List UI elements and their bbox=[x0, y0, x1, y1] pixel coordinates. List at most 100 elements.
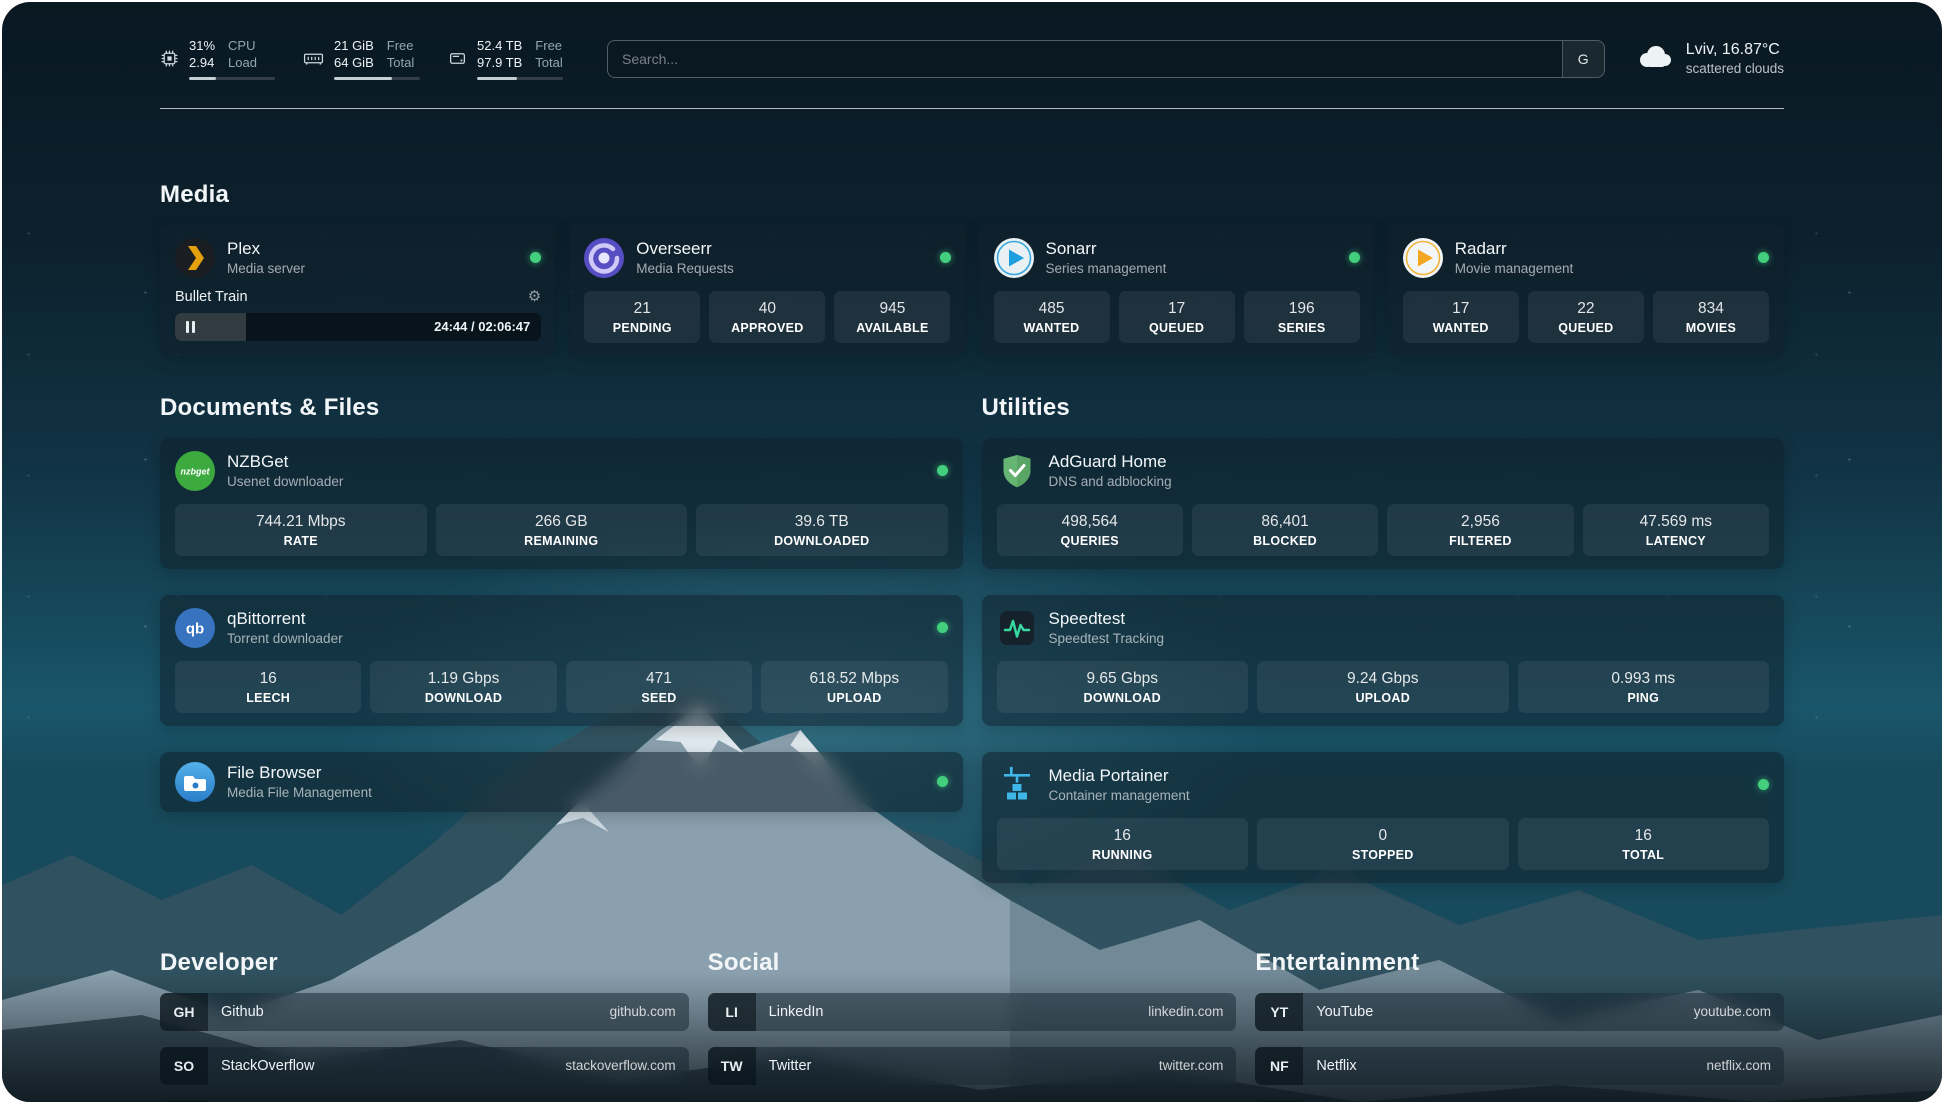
disk-total-value: 97.9 TB bbox=[477, 54, 523, 70]
cpu-icon bbox=[160, 49, 179, 68]
stat-leech: 16 LEECH bbox=[175, 660, 362, 713]
search-input[interactable] bbox=[608, 40, 1562, 77]
stat-label: RUNNING bbox=[1092, 847, 1153, 862]
memory-widget: 21 GiB Free 64 GiB Total bbox=[303, 38, 420, 80]
disk-progressbar bbox=[477, 76, 563, 80]
service-name: Speedtest bbox=[1048, 609, 1126, 629]
section-title-documents: Documents & Files bbox=[160, 393, 380, 421]
service-card-nzbget[interactable]: nzbget NZBGet Usenet downloader 744.21 M… bbox=[160, 437, 963, 569]
stat-label: PENDING bbox=[612, 320, 672, 335]
status-dot bbox=[1348, 252, 1360, 264]
stat-label: APPROVED bbox=[731, 320, 804, 335]
service-desc: Media server bbox=[227, 261, 306, 277]
cpu-usage-value: 31% bbox=[189, 38, 216, 53]
cpu-usage-label: CPU bbox=[228, 38, 256, 53]
bookmark-abbr: SO bbox=[160, 1046, 208, 1085]
stat-value: 16 bbox=[1634, 826, 1652, 844]
service-card-sonarr[interactable]: Sonarr Series management 485 WANTED 17 QUE… bbox=[978, 224, 1375, 356]
stat-label: AVAILABLE bbox=[856, 320, 929, 335]
bookmark-name: Netflix bbox=[1316, 1057, 1357, 1074]
stat-stopped: 0 STOPPED bbox=[1257, 817, 1509, 870]
bookmark-linkedin[interactable]: LI LinkedIn linkedin.com bbox=[707, 992, 1237, 1031]
stat-running: 16 RUNNING bbox=[996, 817, 1248, 870]
stat-label: REMAINING bbox=[524, 533, 599, 548]
status-dot bbox=[936, 776, 948, 788]
service-card-qbittorrent[interactable]: qb qBittorrent Torrent downloader 16 LEEC… bbox=[160, 594, 963, 726]
bookmark-abbr: DT bbox=[160, 1100, 208, 1102]
bookmark-abbr: GH bbox=[160, 992, 208, 1031]
section-title-utilities: Utilities bbox=[981, 393, 1070, 421]
pause-icon[interactable] bbox=[186, 320, 195, 333]
playback-progressbar[interactable]: 24:44 / 02:06:47 bbox=[175, 312, 542, 341]
sonarr-icon bbox=[993, 237, 1034, 278]
mid-sections: Documents & Files nzbget NZBGet Usenet d… bbox=[160, 394, 1784, 883]
bookmark-twitter[interactable]: TW Twitter twitter.com bbox=[707, 1046, 1237, 1085]
service-text: Overseerr Media Requests bbox=[636, 239, 734, 276]
service-card-adguard[interactable]: AdGuard Home DNS and adblocking 498,564 Q… bbox=[981, 437, 1784, 569]
bookmark-youtube[interactable]: YT YouTube youtube.com bbox=[1255, 992, 1784, 1031]
stat-value: 22 bbox=[1577, 299, 1595, 317]
search-engine-button[interactable]: G bbox=[1561, 40, 1604, 77]
bookmark-url: twitter.com bbox=[1158, 1058, 1224, 1074]
bookmark-github[interactable]: GH Github github.com bbox=[160, 992, 689, 1031]
stat-value: 9.65 Gbps bbox=[1086, 669, 1159, 687]
stat-movies: 834 MOVIES bbox=[1652, 290, 1769, 343]
stat-value: 485 bbox=[1038, 299, 1065, 317]
weather-condition: scattered clouds bbox=[1685, 61, 1784, 77]
stat-queued: 22 QUEUED bbox=[1527, 290, 1644, 343]
service-text: Plex Media server bbox=[227, 239, 305, 276]
stat-value: 0 bbox=[1378, 826, 1388, 844]
service-card-speedtest[interactable]: Speedtest Speedtest Tracking 9.65 Gbps DO… bbox=[981, 594, 1784, 726]
service-text: Media Portainer Container management bbox=[1049, 766, 1190, 803]
bookmark-dev[interactable]: DT DEV dev.to bbox=[160, 1100, 689, 1102]
service-card-filebrowser[interactable]: File Browser Media File Management bbox=[160, 751, 963, 812]
stat-label: RATE bbox=[283, 533, 318, 548]
stat-label: LEECH bbox=[246, 690, 291, 705]
nzbget-icon: nzbget bbox=[175, 450, 215, 491]
service-card-overseerr[interactable]: Overseerr Media Requests 21 PENDING 40 APP… bbox=[569, 224, 966, 356]
stat-label: BLOCKED bbox=[1253, 533, 1318, 548]
service-text: NZBGet Usenet downloader bbox=[227, 452, 343, 489]
portainer-icon bbox=[997, 765, 1037, 805]
service-name: Media Portainer bbox=[1048, 766, 1169, 786]
stat-value: 945 bbox=[879, 299, 906, 317]
section-title-entertainment: Entertainment bbox=[1255, 948, 1420, 976]
stat-value: 744.21 Mbps bbox=[255, 512, 346, 530]
stat-series: 196 SERIES bbox=[1243, 290, 1360, 343]
svg-text:nzbget: nzbget bbox=[181, 466, 211, 476]
stat-remaining: 266 GB REMAINING bbox=[435, 503, 687, 556]
stat-pending: 21 PENDING bbox=[584, 290, 701, 343]
stat-label: UPLOAD bbox=[827, 690, 882, 705]
bookmarks-sections: Developer GH Github github.com SO StackO… bbox=[160, 949, 1784, 1102]
service-card-plex[interactable]: Plex Media server Bullet Train ⚙ 24:44 /… bbox=[160, 224, 557, 356]
service-desc: Series management bbox=[1045, 261, 1167, 277]
bookmark-abbr: TW bbox=[707, 1046, 756, 1085]
stat-download: 1.19 Gbps DOWNLOAD bbox=[370, 660, 557, 713]
cpu-progressbar bbox=[189, 76, 275, 80]
stat-blocked: 86,401 BLOCKED bbox=[1191, 503, 1379, 556]
stat-queries: 498,564 QUERIES bbox=[996, 503, 1183, 556]
service-stats: 9.65 Gbps DOWNLOAD 9.24 Gbps UPLOAD 0.993 … bbox=[996, 660, 1769, 713]
bookmark-reddit[interactable]: RE Reddit reddit.com bbox=[1255, 1100, 1784, 1102]
disk-widget: 52.4 TB Free 97.9 TB Total bbox=[448, 38, 563, 80]
service-name: Radarr bbox=[1454, 239, 1507, 259]
topbar: 31% CPU 2.94 Load 21 bbox=[160, 38, 1784, 80]
bookmark-name: StackOverflow bbox=[221, 1057, 315, 1074]
speedtest-icon bbox=[997, 608, 1037, 648]
stat-upload: 618.52 Mbps UPLOAD bbox=[761, 660, 948, 713]
section-title-developer: Developer bbox=[160, 948, 278, 976]
service-card-portainer[interactable]: Media Portainer Container management 16 R… bbox=[981, 751, 1784, 883]
weather-location: Lviv, 16.87°C bbox=[1685, 41, 1780, 59]
memory-total-value: 64 GiB bbox=[334, 54, 374, 70]
bookmark-netflix[interactable]: NF Netflix netflix.com bbox=[1255, 1046, 1784, 1085]
settings-gear-icon[interactable]: ⚙ bbox=[527, 288, 542, 306]
cpu-widget: 31% CPU 2.94 Load bbox=[160, 38, 275, 80]
stat-value: 47.569 ms bbox=[1639, 512, 1712, 530]
weather-widget[interactable]: Lviv, 16.87°C scattered clouds bbox=[1635, 41, 1784, 76]
bookmark-stackoverflow[interactable]: SO StackOverflow stackoverflow.com bbox=[160, 1046, 689, 1085]
stat-value: 21 bbox=[633, 299, 651, 317]
section-social: Social LI LinkedIn linkedin.com TW Twitt… bbox=[707, 949, 1237, 1102]
svg-text:qb: qb bbox=[186, 620, 204, 637]
service-card-radarr[interactable]: Radarr Movie management 17 WANTED 22 QUEUE… bbox=[1387, 224, 1784, 356]
disk-readout: 52.4 TB Free 97.9 TB Total bbox=[477, 38, 563, 80]
